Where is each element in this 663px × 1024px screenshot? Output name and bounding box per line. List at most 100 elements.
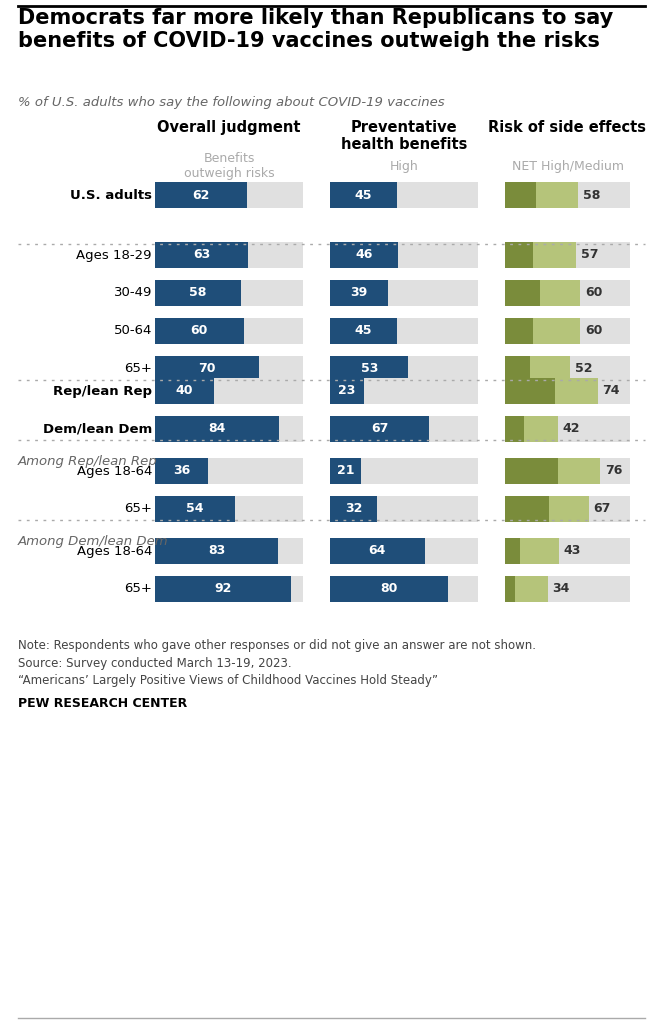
Bar [155, 575, 303, 602]
Bar [505, 575, 630, 602]
Bar [505, 416, 524, 442]
Text: 39: 39 [350, 287, 367, 299]
Bar [155, 242, 303, 268]
Text: Ages 18-64: Ages 18-64 [77, 465, 152, 477]
Text: 34: 34 [552, 583, 570, 596]
Bar [330, 416, 429, 442]
Bar [330, 458, 478, 484]
Bar [536, 182, 577, 208]
Text: 65+: 65+ [124, 503, 152, 515]
Text: 36: 36 [173, 465, 190, 477]
Bar [330, 575, 448, 602]
Bar [155, 496, 235, 522]
Text: Democrats far more likely than Republicans to say
benefits of COVID-19 vaccines : Democrats far more likely than Republica… [18, 8, 613, 51]
Text: 54: 54 [186, 503, 204, 515]
Bar [505, 496, 549, 522]
Bar [155, 280, 241, 306]
Text: 46: 46 [355, 249, 373, 261]
Bar [520, 538, 559, 564]
Bar [330, 496, 377, 522]
Bar [505, 242, 532, 268]
Bar [330, 496, 478, 522]
Text: Rep/lean Rep: Rep/lean Rep [53, 384, 152, 397]
Text: % of U.S. adults who say the following about COVID-19 vaccines: % of U.S. adults who say the following a… [18, 96, 445, 109]
Bar [505, 378, 555, 404]
Bar [155, 356, 303, 382]
Bar [330, 356, 478, 382]
Bar [505, 356, 530, 382]
Bar [330, 416, 478, 442]
Bar [155, 356, 259, 382]
Text: 92: 92 [214, 583, 232, 596]
Bar [515, 575, 548, 602]
Text: NET High/Medium: NET High/Medium [511, 160, 623, 173]
Text: PEW RESEARCH CENTER: PEW RESEARCH CENTER [18, 697, 187, 710]
Bar [155, 538, 303, 564]
Bar [155, 575, 291, 602]
Bar [330, 182, 478, 208]
Text: 21: 21 [337, 465, 354, 477]
Bar [505, 538, 630, 564]
Bar [505, 242, 630, 268]
Bar [330, 318, 396, 344]
Bar [505, 538, 520, 564]
Bar [505, 182, 630, 208]
Text: 45: 45 [355, 325, 372, 338]
Text: 50-64: 50-64 [113, 325, 152, 338]
Text: 70: 70 [198, 362, 215, 376]
Text: 74: 74 [603, 384, 620, 397]
Bar [330, 280, 478, 306]
Bar [555, 378, 597, 404]
Text: 65+: 65+ [124, 362, 152, 376]
Bar [505, 356, 630, 382]
Text: Ages 18-64: Ages 18-64 [77, 545, 152, 557]
Text: 80: 80 [381, 583, 398, 596]
Text: Benefits
outweigh risks: Benefits outweigh risks [184, 152, 274, 180]
Bar [155, 416, 279, 442]
Bar [330, 378, 478, 404]
Text: U.S. adults: U.S. adults [70, 188, 152, 202]
Text: 64: 64 [369, 545, 386, 557]
Bar [505, 458, 558, 484]
Bar [505, 378, 630, 404]
Text: 30-49: 30-49 [113, 287, 152, 299]
Text: 45: 45 [355, 188, 372, 202]
Bar [505, 318, 630, 344]
Bar [540, 280, 580, 306]
Bar [558, 458, 600, 484]
Bar [330, 182, 396, 208]
Bar [155, 318, 244, 344]
Text: 62: 62 [192, 188, 210, 202]
Bar [330, 318, 478, 344]
Text: Note: Respondents who gave other responses or did not give an answer are not sho: Note: Respondents who gave other respons… [18, 639, 536, 687]
Text: 42: 42 [562, 423, 580, 435]
Bar [330, 242, 478, 268]
Bar [530, 356, 570, 382]
Bar [505, 458, 630, 484]
Text: 57: 57 [581, 249, 599, 261]
Bar [155, 318, 303, 344]
Bar [330, 242, 398, 268]
Text: Among Rep/lean Rep: Among Rep/lean Rep [18, 455, 158, 468]
Bar [155, 416, 303, 442]
Text: 58: 58 [189, 287, 207, 299]
Bar [155, 458, 208, 484]
Text: 83: 83 [208, 545, 225, 557]
Text: 53: 53 [361, 362, 378, 376]
Text: 67: 67 [594, 503, 611, 515]
Bar [532, 242, 576, 268]
Bar [155, 280, 303, 306]
Text: 67: 67 [371, 423, 389, 435]
Bar [505, 496, 630, 522]
Bar [155, 378, 214, 404]
Text: 63: 63 [193, 249, 210, 261]
Bar [330, 575, 478, 602]
Bar [155, 182, 303, 208]
Text: 84: 84 [208, 423, 226, 435]
Text: High: High [390, 160, 418, 173]
Text: Among Dem/lean Dem: Among Dem/lean Dem [18, 535, 168, 548]
Text: 58: 58 [583, 188, 600, 202]
Bar [330, 280, 388, 306]
Text: 60: 60 [191, 325, 208, 338]
Text: 32: 32 [345, 503, 363, 515]
